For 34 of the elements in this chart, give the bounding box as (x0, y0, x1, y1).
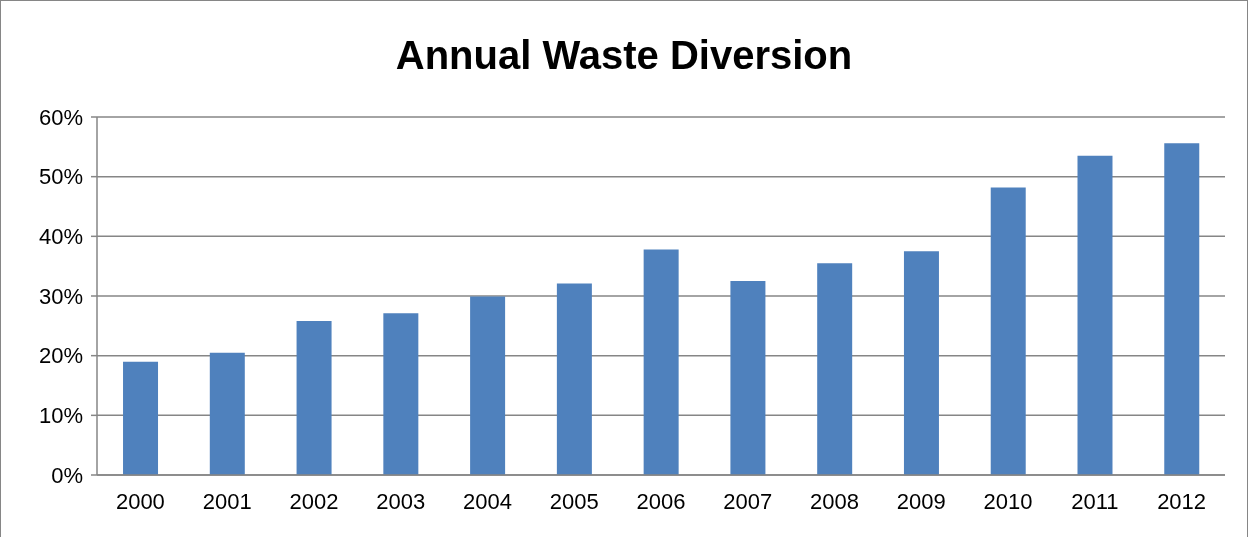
y-tick-label: 10% (38, 402, 83, 428)
bar (122, 361, 158, 475)
y-tick-label: 20% (38, 342, 83, 368)
bar (382, 312, 418, 475)
bar (990, 186, 1026, 475)
bar (556, 282, 592, 475)
chart-title: Annual Waste Diversion (394, 32, 854, 79)
bar (1076, 155, 1112, 475)
bar (469, 296, 505, 475)
x-tick-label: 2007 (722, 488, 772, 514)
x-tick-label: 2010 (983, 488, 1033, 514)
x-tick-label: 2009 (896, 488, 946, 514)
y-tick-label: 50% (38, 163, 83, 189)
bar (903, 250, 939, 475)
y-tick-label: 60% (38, 104, 83, 130)
bar (729, 280, 765, 475)
x-tick-label: 2005 (549, 488, 599, 514)
x-tick-label: 2011 (1070, 488, 1118, 514)
y-tick-label: 0% (50, 462, 83, 488)
x-tick-label: 2004 (462, 488, 512, 514)
bar (1163, 142, 1199, 475)
bar (643, 248, 679, 475)
bar (816, 262, 852, 475)
x-tick-label: 2012 (1156, 488, 1206, 514)
x-tick-label: 2000 (115, 488, 165, 514)
bar (209, 352, 245, 475)
x-tick-label: 2002 (288, 488, 338, 514)
bar (296, 320, 332, 475)
x-tick-label: 2003 (375, 488, 425, 514)
x-tick-label: 2006 (636, 488, 685, 514)
y-tick-label: 30% (38, 283, 83, 309)
x-tick-label: 2008 (809, 488, 859, 514)
y-tick-label: 40% (38, 223, 83, 249)
x-tick-label: 2001 (202, 488, 252, 514)
